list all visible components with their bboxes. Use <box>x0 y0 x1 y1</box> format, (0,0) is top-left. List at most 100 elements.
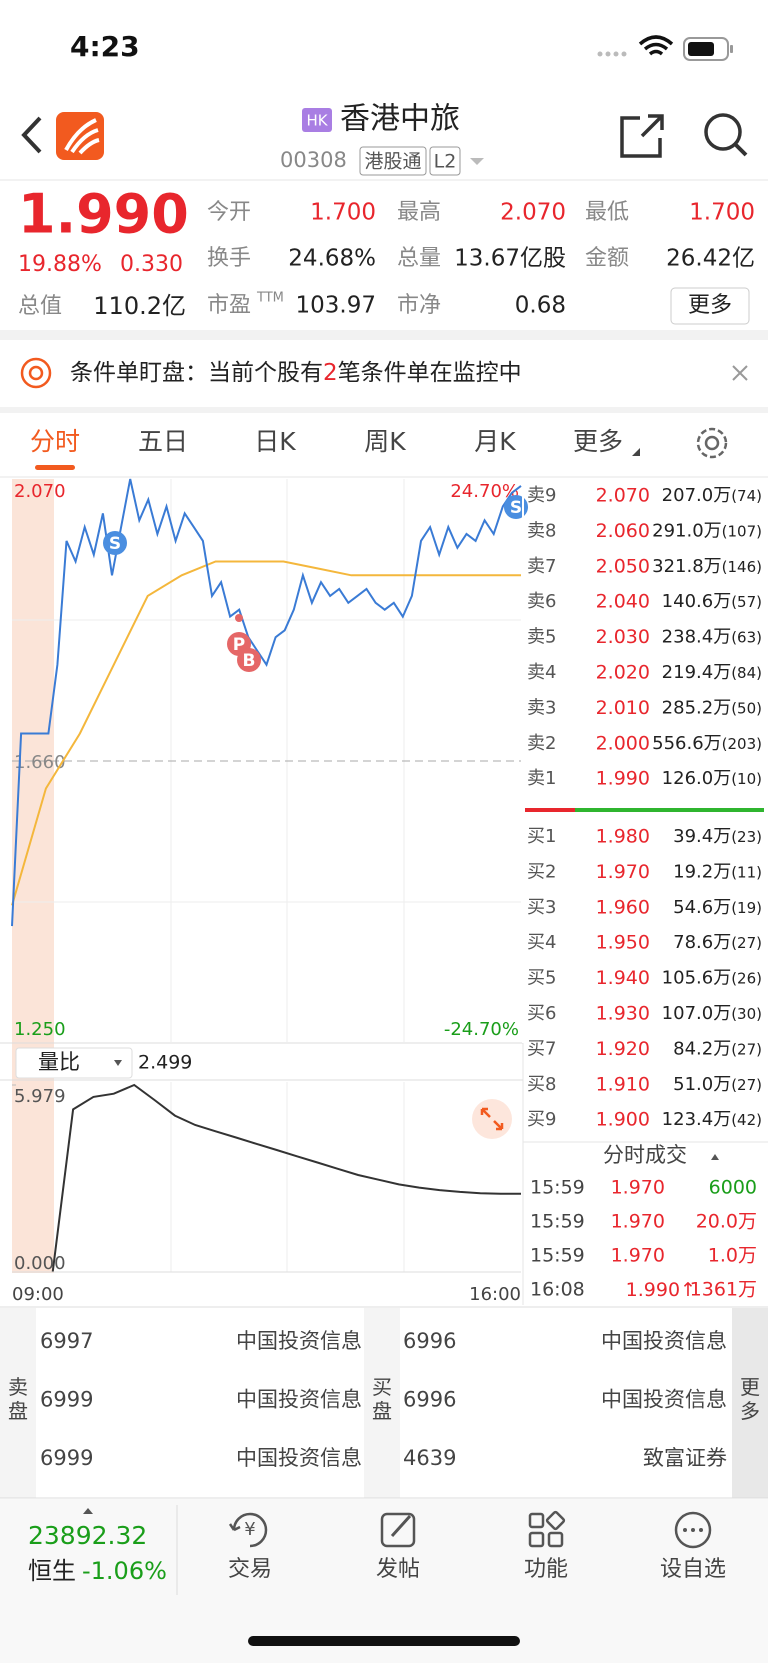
stat-value: 110.2亿 <box>93 292 186 320</box>
trade-time: 15:59 <box>530 1245 585 1267</box>
order-volume-value: 39.4万 <box>673 826 731 847</box>
indicator-name[interactable]: 量比 <box>38 1050 80 1074</box>
last-price: 1.990 <box>18 183 189 246</box>
order-volume: 105.6万(26) <box>662 968 762 989</box>
nav-label[interactable]: 设自选 <box>660 1557 726 1582</box>
tab[interactable]: 分时 <box>30 427 80 456</box>
order-price: 2.000 <box>596 732 650 754</box>
trades-title[interactable]: 分时成交 <box>603 1143 687 1167</box>
trade-direction: ↑ <box>680 1279 696 1301</box>
order-volume-value: 291.0万 <box>652 520 722 541</box>
order-volume-value: 19.2万 <box>673 861 731 882</box>
broker-name: 中国投资信息 <box>236 1329 362 1353</box>
order-price: 2.020 <box>596 662 650 684</box>
stat-label: 总量 <box>397 246 441 271</box>
order-price: 1.990 <box>596 768 650 790</box>
order-price: 2.070 <box>596 485 650 507</box>
trade-price: 1.990↑ <box>626 1279 696 1301</box>
order-volume: 107.0万(30) <box>662 1003 762 1024</box>
more-button-label[interactable]: 更多 <box>688 293 732 318</box>
trade-time: 16:08 <box>530 1279 585 1301</box>
price-line <box>11 478 522 927</box>
function-icon[interactable] <box>528 1510 566 1548</box>
nav-label[interactable]: 功能 <box>524 1557 568 1582</box>
x-tick-label: 09:00 <box>12 1284 64 1305</box>
broker-name: 中国投资信息 <box>236 1388 362 1412</box>
order-price: 1.930 <box>596 1003 650 1025</box>
order-volume-value: 78.6万 <box>673 932 731 953</box>
order-volume-value: 207.0万 <box>662 485 732 506</box>
expand-button[interactable] <box>472 1099 512 1139</box>
search-button[interactable] <box>704 113 748 157</box>
queue-more-column[interactable] <box>732 1308 768 1498</box>
order-volume-value: 321.8万 <box>652 556 722 577</box>
order-volume: 321.8万(146) <box>652 556 762 577</box>
stat-value: 24.68% <box>288 246 376 272</box>
trade-icon[interactable]: ¥ <box>228 1512 268 1548</box>
watchlist-icon[interactable] <box>674 1511 712 1549</box>
order-label: 卖9 <box>527 485 556 506</box>
indicator-value: 2.499 <box>138 1052 192 1074</box>
tab[interactable]: 日K <box>254 427 296 456</box>
trade-price: 1.970 <box>611 1245 665 1267</box>
stat-value: 103.97 <box>296 293 376 319</box>
tag-box <box>429 146 461 176</box>
trade-volume: 6000 <box>709 1177 757 1199</box>
post-icon[interactable] <box>380 1512 416 1548</box>
nav-label[interactable]: 发帖 <box>376 1557 420 1582</box>
nav-label[interactable]: 交易 <box>228 1557 272 1582</box>
stat-superscript: TTM <box>256 291 284 306</box>
order-volume-value: 107.0万 <box>662 1003 732 1024</box>
settings-button[interactable] <box>696 427 728 459</box>
tab[interactable]: 五日 <box>138 427 188 456</box>
order-label: 买5 <box>527 968 556 989</box>
indicator-select[interactable] <box>15 1047 133 1079</box>
tab[interactable]: 月K <box>474 427 516 456</box>
order-price: 1.900 <box>596 1109 650 1131</box>
stat-label: 今开 <box>207 200 251 225</box>
queue-side-label: 买盘 <box>372 1375 392 1423</box>
bid-bar <box>575 808 764 812</box>
order-volume-value: 126.0万 <box>662 768 732 789</box>
order-label: 买6 <box>527 1003 556 1024</box>
share-button[interactable] <box>620 114 664 158</box>
pre-market-band <box>12 479 54 1273</box>
trade-price: 1.970 <box>611 1177 665 1199</box>
market-badge-bg <box>302 108 332 132</box>
order-label: 卖8 <box>527 520 556 541</box>
more-button[interactable] <box>670 287 750 325</box>
tab[interactable]: 更多 <box>573 427 623 456</box>
order-volume: 207.0万(74) <box>662 485 762 506</box>
stat-value: 26.42亿 <box>666 246 755 272</box>
order-volume-value: 105.6万 <box>662 968 732 989</box>
order-price: 1.950 <box>596 932 650 954</box>
order-count: (27) <box>731 934 762 952</box>
order-volume: 285.2万(50) <box>662 697 762 718</box>
banner-icon <box>20 357 52 389</box>
tab[interactable]: 周K <box>364 427 406 456</box>
order-label: 买3 <box>527 897 556 918</box>
order-label: 卖2 <box>527 733 556 754</box>
volume-ratio-line <box>51 1083 521 1273</box>
order-count: (30) <box>731 1005 762 1023</box>
order-volume-value: 84.2万 <box>673 1038 731 1059</box>
trade-time: 15:59 <box>530 1211 585 1233</box>
order-count: (19) <box>731 898 762 916</box>
order-count: (10) <box>731 770 762 788</box>
order-count: (146) <box>722 557 762 575</box>
dropdown-arrow <box>114 1060 122 1066</box>
tag-box <box>359 146 427 176</box>
banner-part: 条件单盯盘：当前个股有 <box>70 360 323 386</box>
svg-text:¥: ¥ <box>244 1519 255 1540</box>
back-button[interactable] <box>21 116 42 154</box>
tag: L2 <box>434 151 457 173</box>
queue-more[interactable]: 更多 <box>740 1375 760 1423</box>
queue-label-column <box>0 1308 36 1498</box>
order-volume: 54.6万(19) <box>673 897 762 918</box>
broker-id: 6999 <box>40 1446 93 1470</box>
marker-dot <box>235 614 243 622</box>
order-label: 卖6 <box>527 591 556 612</box>
close-button[interactable] <box>732 365 748 381</box>
app-logo <box>56 112 104 160</box>
